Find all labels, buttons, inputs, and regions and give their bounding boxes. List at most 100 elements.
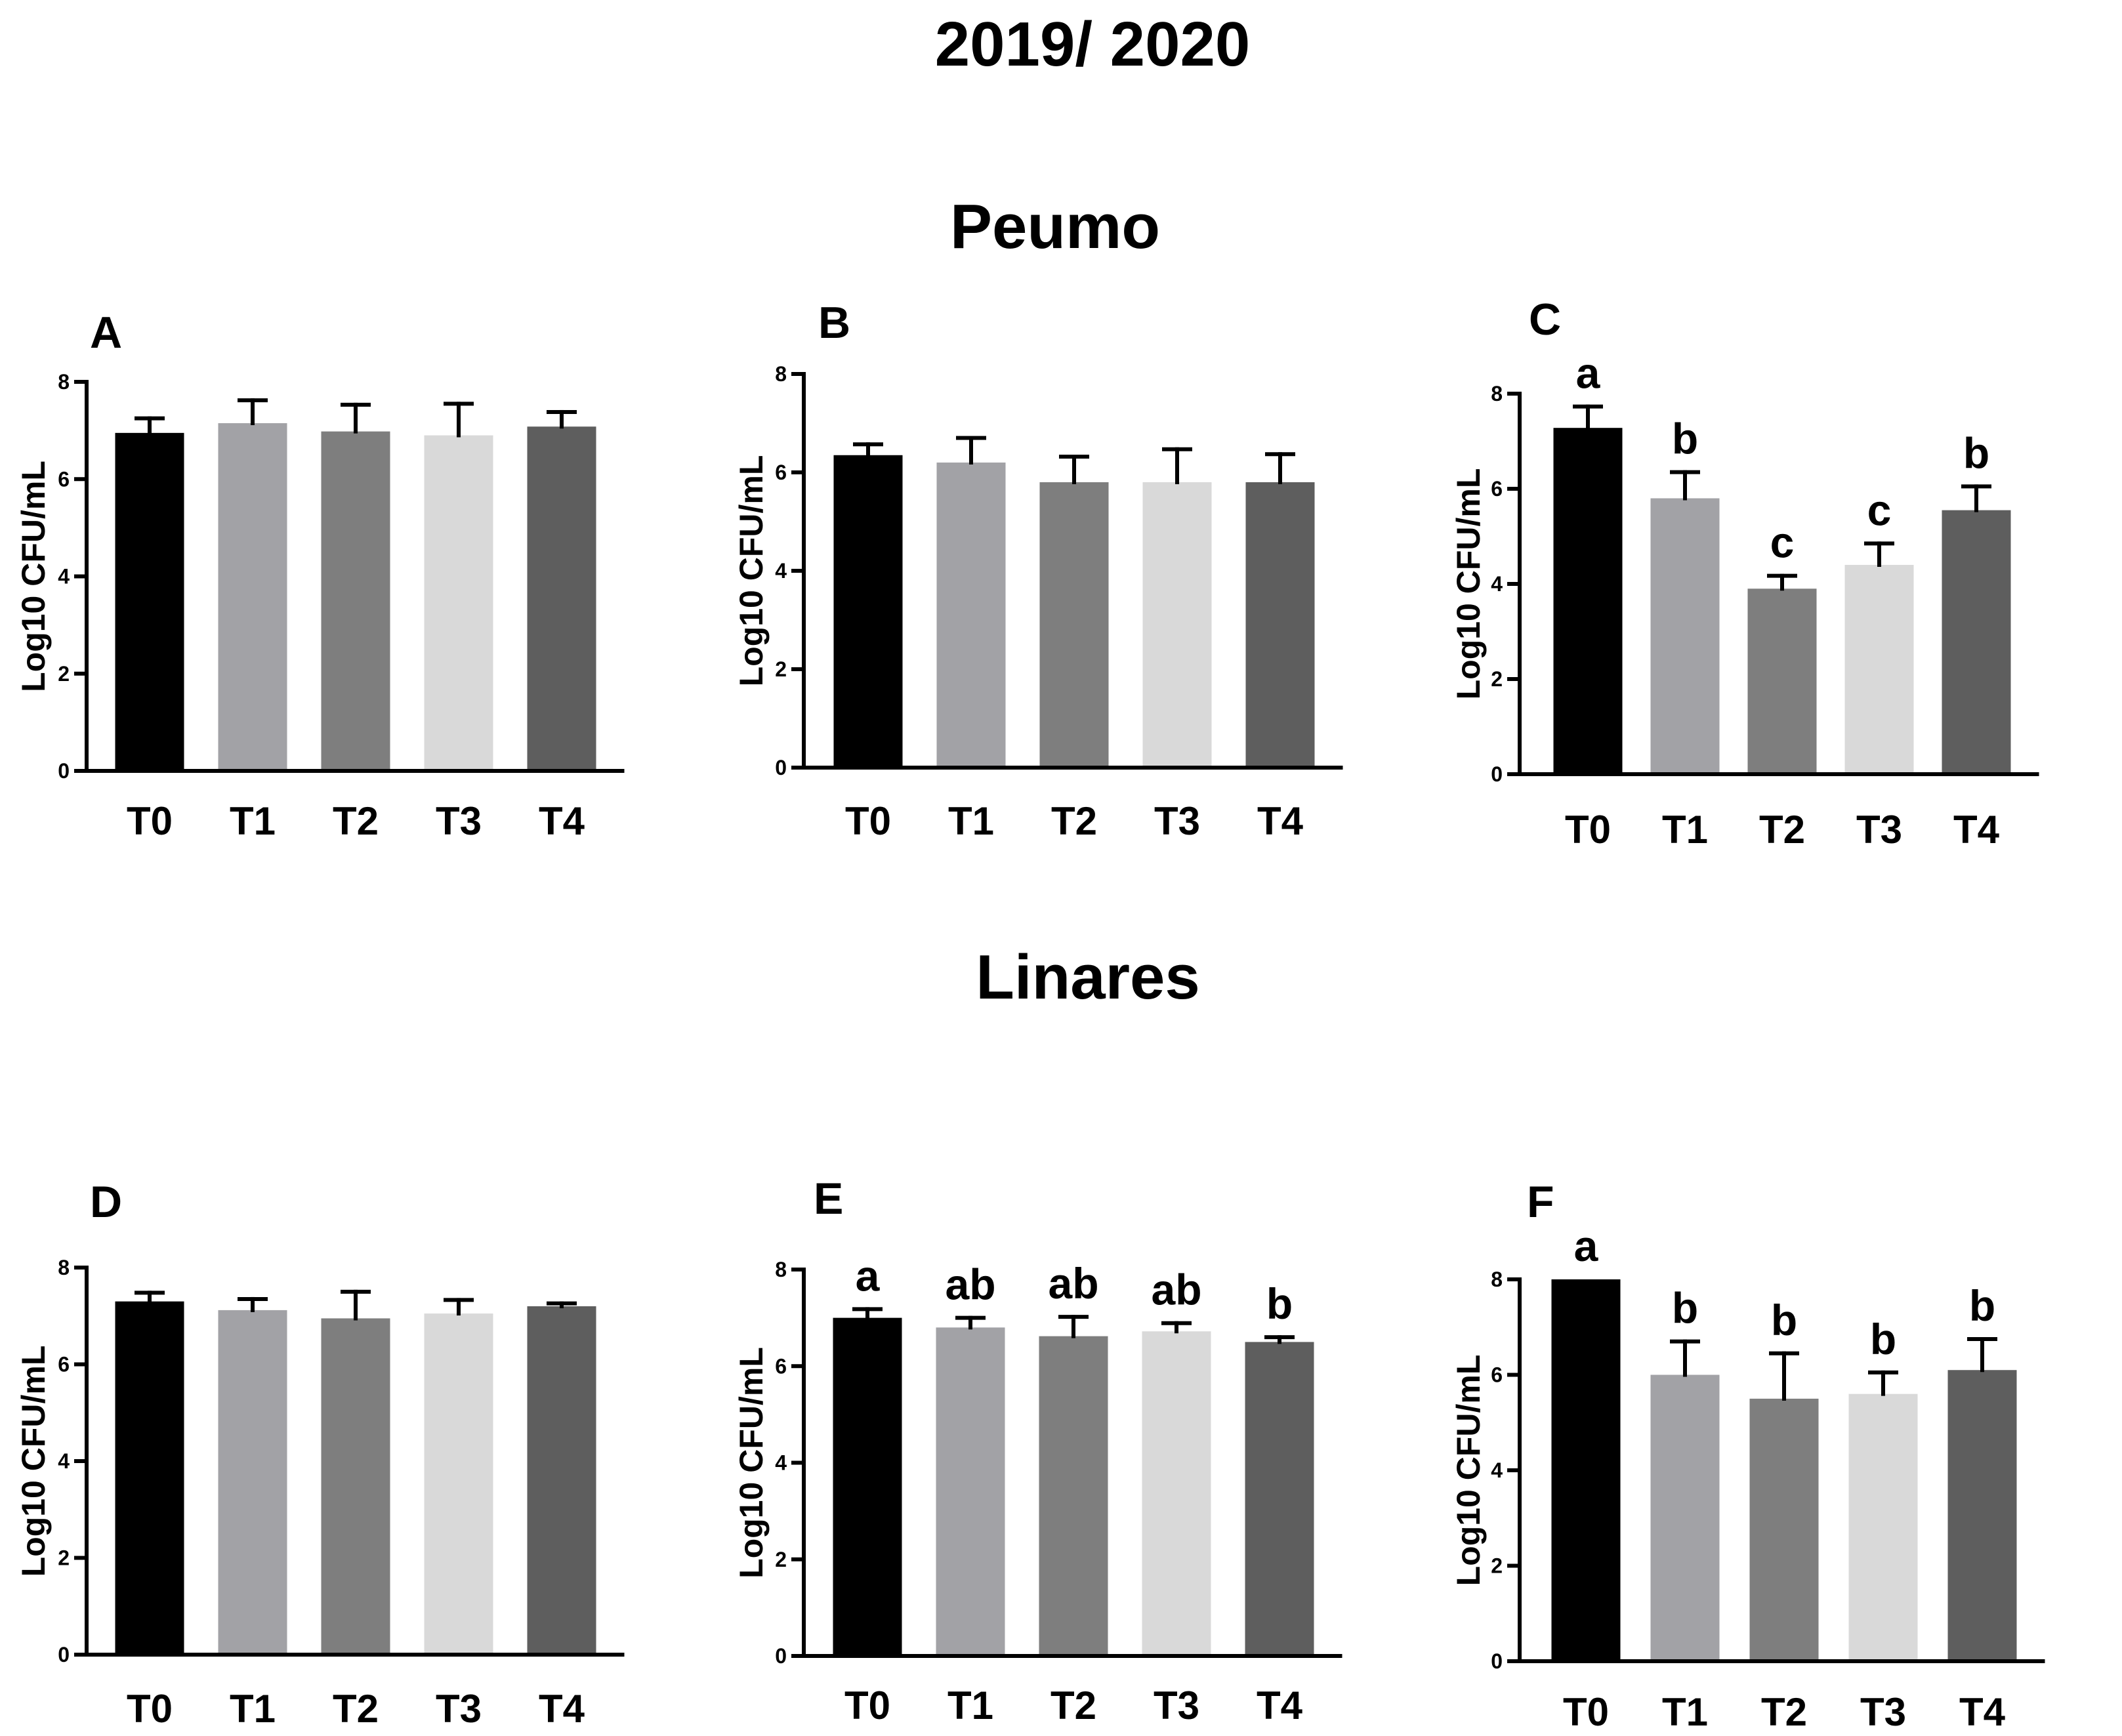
y-tick-label-f-0: 0 [1491, 1649, 1503, 1673]
x-tick-label-b-t3: T3 [1154, 799, 1200, 843]
significance-letter-e-t0: a [856, 1251, 881, 1300]
bar-d-t2 [321, 1318, 390, 1655]
bar-b-t2 [1039, 482, 1109, 768]
significance-letter-f-t3: b [1870, 1315, 1896, 1363]
x-tick-label-e-t1: T1 [947, 1684, 993, 1727]
bar-b-t0 [833, 455, 903, 768]
bar-b-t4 [1245, 482, 1315, 768]
y-axis-label-b: Log10 CFU/mL [733, 455, 770, 687]
bar-d-t3 [424, 1313, 493, 1655]
significance-letter-e-t1: ab [945, 1260, 995, 1309]
y-tick-label-c-4: 4 [1491, 572, 1503, 596]
panels: A Log10 CFU/mL T0 T1 T2 T3 T4 0 2 4 6 8 B Log10 CFU/m… [15, 295, 2045, 1734]
y-tick-label-f-8: 8 [1491, 1268, 1503, 1291]
x-tick-label-d-t0: T0 [127, 1687, 173, 1731]
x-tick-label-a-t2: T2 [333, 799, 379, 843]
x-tick-label-a-t3: T3 [436, 799, 482, 843]
y-tick-label-b-6: 6 [775, 461, 787, 484]
panel-letter-e: E [814, 1174, 843, 1224]
y-tick-label-a-8: 8 [58, 370, 70, 394]
y-tick-label-d-6: 6 [58, 1353, 70, 1376]
y-tick-label-b-0: 0 [775, 756, 787, 779]
section-title-peumo: Peumo [950, 192, 1160, 262]
y-axis-label-f: Log10 CFU/mL [1450, 1355, 1487, 1586]
chart-panel-b: B Log10 CFU/mL T0 T1 T2 T3 T4 0 2 4 6 8 [733, 298, 1343, 843]
y-tick-label-a-6: 6 [58, 467, 70, 491]
x-tick-label-f-t4: T4 [1959, 1690, 2006, 1734]
x-tick-label-f-t2: T2 [1761, 1690, 1807, 1734]
y-tick-label-d-2: 2 [58, 1546, 70, 1570]
significance-letter-f-t1: b [1672, 1284, 1698, 1333]
significance-letter-e-t2: ab [1048, 1259, 1098, 1308]
x-tick-label-c-t3: T3 [1856, 808, 1902, 852]
chart-panel-c: C Log10 CFU/mL a T0 b T1 c T2 c T3 b T4 0 2 4 6 8 [1450, 295, 2039, 852]
bar-a-t2 [321, 431, 390, 771]
y-tick-label-b-8: 8 [775, 362, 787, 386]
x-tick-label-b-t4: T4 [1257, 799, 1304, 843]
y-tick-label-c-2: 2 [1491, 667, 1503, 691]
significance-letter-c-t1: b [1672, 415, 1698, 463]
bar-e-t4 [1245, 1342, 1314, 1656]
x-tick-label-e-t2: T2 [1051, 1684, 1096, 1727]
bar-f-t0 [1551, 1279, 1621, 1661]
x-tick-label-f-t3: T3 [1860, 1690, 1906, 1734]
y-tick-label-c-6: 6 [1491, 477, 1503, 501]
y-tick-label-d-8: 8 [58, 1256, 70, 1279]
x-tick-label-b-t2: T2 [1051, 799, 1097, 843]
y-tick-label-e-6: 6 [775, 1354, 787, 1378]
significance-letter-c-t0: a [1576, 349, 1601, 398]
y-tick-label-d-4: 4 [58, 1449, 70, 1473]
x-tick-label-a-t4: T4 [539, 799, 585, 843]
panel-letter-d: D [90, 1177, 122, 1227]
bar-c-t4 [1942, 510, 2011, 774]
bar-e-t1 [936, 1327, 1005, 1656]
x-tick-label-f-t0: T0 [1563, 1690, 1609, 1734]
significance-letter-f-t2: b [1771, 1296, 1797, 1344]
x-tick-label-d-t3: T3 [436, 1687, 482, 1731]
bar-c-t3 [1844, 565, 1914, 774]
x-tick-label-c-t4: T4 [1953, 808, 2000, 852]
bar-e-t2 [1039, 1336, 1108, 1656]
x-tick-label-d-t2: T2 [333, 1687, 379, 1731]
y-tick-label-f-4: 4 [1491, 1458, 1503, 1482]
y-tick-label-e-2: 2 [775, 1548, 787, 1571]
y-axis-label-c: Log10 CFU/mL [1450, 468, 1487, 700]
significance-letter-c-t2: c [1770, 518, 1795, 567]
significance-letter-e-t3: ab [1151, 1266, 1201, 1314]
x-tick-label-c-t1: T1 [1662, 808, 1708, 852]
bar-a-t1 [218, 423, 287, 771]
bar-f-t1 [1650, 1374, 1720, 1661]
x-tick-label-d-t1: T1 [230, 1687, 276, 1731]
y-tick-label-b-4: 4 [775, 559, 787, 583]
x-tick-label-c-t2: T2 [1759, 808, 1805, 852]
bar-f-t3 [1848, 1394, 1918, 1661]
chart-panel-e: E Log10 CFU/mL a T0 ab T1 ab T2 ab T3 b T4 0 2 4 6 8 [733, 1174, 1342, 1727]
y-tick-label-f-2: 2 [1491, 1554, 1503, 1578]
chart-panel-f: F Log10 CFU/mL a T0 b T1 b T2 b T3 b T4 0 2 4 6 8 [1450, 1177, 2045, 1734]
y-tick-label-e-4: 4 [775, 1451, 787, 1475]
x-tick-label-e-t0: T0 [844, 1684, 890, 1727]
x-tick-label-e-t3: T3 [1154, 1684, 1199, 1727]
chart-panel-d: D Log10 CFU/mL T0 T1 T2 T3 T4 0 2 4 6 8 [15, 1177, 625, 1731]
chart-panel-a: A Log10 CFU/mL T0 T1 T2 T3 T4 0 2 4 6 8 [15, 308, 625, 843]
panel-letter-f: F [1527, 1177, 1554, 1227]
significance-letter-e-t4: b [1266, 1279, 1293, 1328]
bar-c-t1 [1650, 498, 1720, 774]
bar-c-t0 [1553, 428, 1623, 774]
y-tick-label-e-8: 8 [775, 1258, 787, 1281]
y-tick-label-a-0: 0 [58, 759, 70, 783]
x-tick-label-a-t0: T0 [127, 799, 173, 843]
y-axis-label-d: Log10 CFU/mL [15, 1346, 52, 1577]
bar-c-t2 [1747, 589, 1817, 774]
y-axis-label-a: Log10 CFU/mL [15, 461, 52, 692]
panel-letter-b: B [818, 298, 850, 348]
significance-letter-c-t3: c [1867, 486, 1892, 534]
section-title-linares: Linares [976, 942, 1199, 1012]
bar-e-t0 [833, 1317, 902, 1656]
bar-e-t3 [1142, 1331, 1211, 1656]
bar-d-t4 [527, 1306, 596, 1655]
bar-f-t2 [1749, 1398, 1819, 1661]
bar-f-t4 [1947, 1370, 2017, 1661]
x-tick-label-b-t1: T1 [948, 799, 994, 843]
